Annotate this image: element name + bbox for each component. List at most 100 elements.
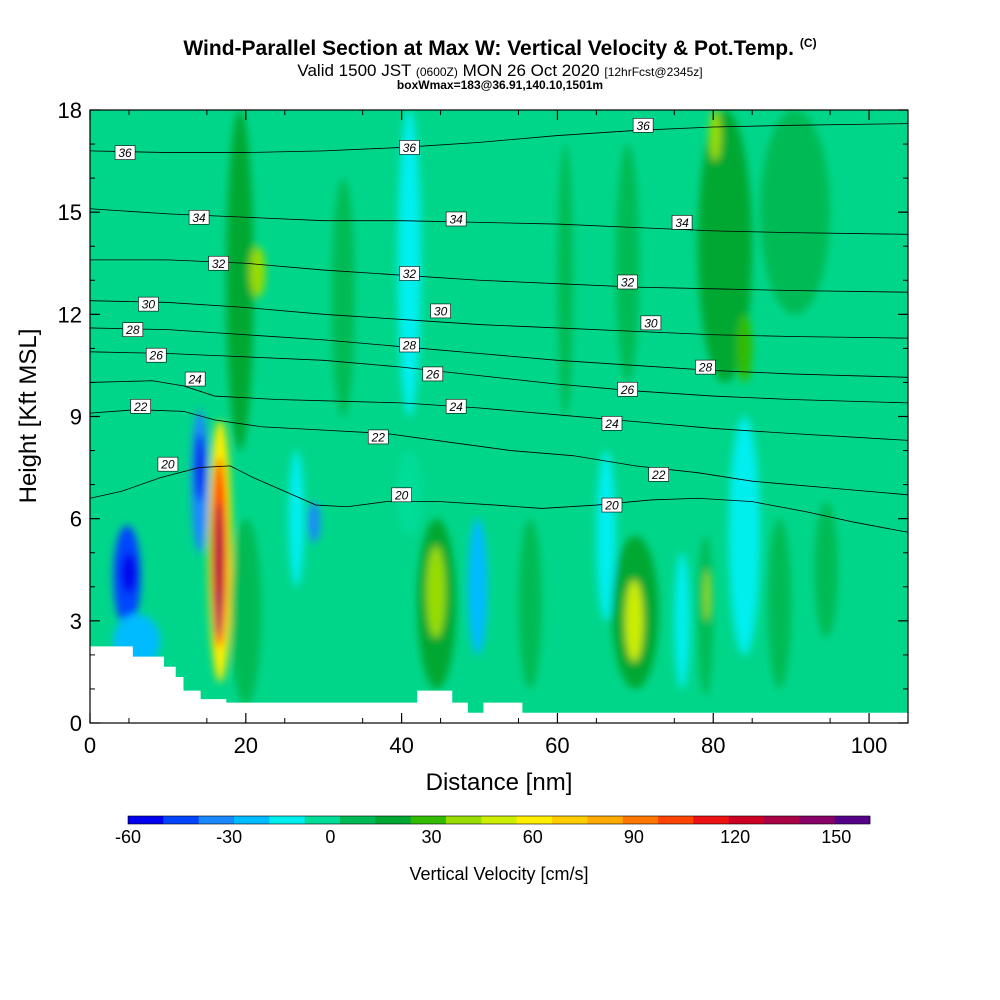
x-tick-label: 60 bbox=[545, 733, 569, 758]
contour-label-box bbox=[391, 487, 412, 503]
velocity-cell-7 bbox=[213, 501, 224, 621]
colorbar-swatch bbox=[516, 816, 553, 824]
velocity-cell-13 bbox=[308, 501, 320, 543]
contour-label-34: 34 bbox=[192, 211, 206, 225]
velocity-cell-35 bbox=[814, 501, 838, 638]
y-tick-label: 6 bbox=[70, 507, 82, 532]
velocity-cell-18 bbox=[426, 545, 446, 638]
contour-label-34: 34 bbox=[675, 216, 689, 230]
contour-label-34: 34 bbox=[449, 212, 463, 226]
velocity-cell-20 bbox=[518, 518, 542, 689]
contour-label-26: 26 bbox=[425, 367, 440, 381]
theta-contour-26 bbox=[90, 351, 908, 404]
colorbar-tick-label: 150 bbox=[821, 827, 851, 847]
velocity-cell-22 bbox=[596, 450, 616, 621]
colorbar-swatch bbox=[552, 816, 588, 824]
colorbar-swatch bbox=[269, 816, 305, 824]
theta-contour-30 bbox=[90, 300, 908, 339]
colorbar-tick-label: 0 bbox=[325, 827, 335, 847]
x-tick-label: 0 bbox=[84, 733, 96, 758]
contour-label-28: 28 bbox=[402, 338, 417, 352]
colorbar-swatch bbox=[446, 816, 482, 824]
x-tick-label: 100 bbox=[851, 733, 888, 758]
contour-label-box bbox=[130, 398, 151, 414]
x-axis: 0 20 40 60 80 100 bbox=[84, 110, 888, 758]
velocity-cell-24 bbox=[625, 579, 644, 662]
colorbar-swatch bbox=[587, 816, 623, 824]
colorbar-swatch bbox=[375, 816, 411, 824]
contour-label-22: 22 bbox=[133, 400, 148, 414]
contour-label-32: 32 bbox=[212, 257, 226, 271]
colorbar-tick-label: 60 bbox=[523, 827, 543, 847]
contour-label-box bbox=[445, 398, 467, 414]
colorbar-tick-label: 30 bbox=[422, 827, 442, 847]
contour-label-box bbox=[648, 467, 670, 482]
y-tick-label: 18 bbox=[58, 98, 82, 123]
velocity-cell-32 bbox=[728, 416, 760, 655]
theta-contour-20 bbox=[90, 465, 908, 533]
contour-label-box bbox=[430, 303, 451, 319]
contour-label-28: 28 bbox=[698, 361, 713, 375]
colorbar-swatch bbox=[834, 816, 871, 824]
contour-label-36: 36 bbox=[403, 141, 417, 155]
colorbar-swatch bbox=[481, 816, 517, 824]
colorbar-swatch bbox=[163, 816, 199, 824]
theta-contour-22 bbox=[90, 409, 908, 496]
velocity-cell-33 bbox=[767, 518, 792, 689]
contour-label-32: 32 bbox=[621, 275, 635, 289]
colorbar-swatch bbox=[304, 816, 341, 824]
chart-subtitle: Valid 1500 JST (0600Z) MON 26 Oct 2020 [… bbox=[0, 61, 1000, 81]
theta-contour-28 bbox=[90, 327, 908, 378]
forecast-info: [12hrFcst@2345z] bbox=[604, 65, 703, 79]
y-tick-label: 3 bbox=[70, 609, 82, 634]
contour-label-box bbox=[122, 322, 144, 337]
colorbar-swatch bbox=[728, 816, 765, 824]
velocity-cell-26 bbox=[674, 552, 690, 689]
contour-label-box bbox=[422, 366, 444, 382]
velocity-cell-14 bbox=[331, 178, 355, 417]
velocity-cell-12 bbox=[288, 450, 305, 587]
chart-title: Wind-Parallel Section at Max W: Vertical… bbox=[0, 36, 1000, 61]
y-tick-label: 9 bbox=[70, 405, 82, 430]
colorbar-swatch bbox=[410, 816, 447, 824]
y-tick-label: 15 bbox=[58, 200, 82, 225]
theta-contour-36 bbox=[90, 123, 908, 153]
contour-label-box bbox=[367, 429, 389, 445]
velocity-cell-8 bbox=[215, 586, 221, 638]
contour-label-box bbox=[601, 497, 623, 513]
colorbar-swatch bbox=[764, 816, 800, 824]
velocity-cell-11 bbox=[249, 246, 266, 298]
contour-label-box bbox=[157, 456, 179, 472]
contour-label-24: 24 bbox=[448, 400, 463, 414]
colorbar-label: Vertical Velocity [cm/s] bbox=[409, 864, 588, 884]
contour-label-24: 24 bbox=[604, 417, 619, 431]
contour-label-20: 20 bbox=[604, 499, 619, 513]
contour-label-box bbox=[114, 145, 136, 160]
y-tick-label: 12 bbox=[58, 302, 82, 327]
terrain bbox=[90, 646, 908, 723]
x-axis-label: Distance [nm] bbox=[426, 769, 573, 796]
colorbar-swatch bbox=[234, 816, 270, 824]
velocity-cell-19 bbox=[467, 518, 488, 655]
contour-label-26: 26 bbox=[620, 383, 635, 397]
velocity-cell-21 bbox=[557, 144, 574, 417]
contour-label-24: 24 bbox=[187, 373, 202, 387]
contour-label-36: 36 bbox=[636, 119, 650, 133]
contour-label-36: 36 bbox=[118, 146, 132, 160]
velocity-cell-25 bbox=[615, 144, 640, 383]
contour-label-box bbox=[188, 209, 210, 225]
contour-label-box bbox=[145, 347, 167, 363]
contour-label-box bbox=[445, 211, 467, 227]
contour-label-box bbox=[208, 255, 229, 271]
x-tick-label: 80 bbox=[701, 733, 725, 758]
copyright-mark: (C) bbox=[799, 36, 817, 50]
colorbar-swatch bbox=[128, 816, 164, 824]
contour-label-box bbox=[617, 274, 638, 290]
colorbar-frame bbox=[127, 815, 871, 825]
contour-label-box bbox=[138, 296, 159, 312]
valid-zulu: (0600Z) bbox=[415, 65, 458, 79]
contour-label-20: 20 bbox=[160, 458, 175, 472]
colorbar-swatch bbox=[799, 816, 835, 824]
contour-label-28: 28 bbox=[125, 323, 140, 337]
